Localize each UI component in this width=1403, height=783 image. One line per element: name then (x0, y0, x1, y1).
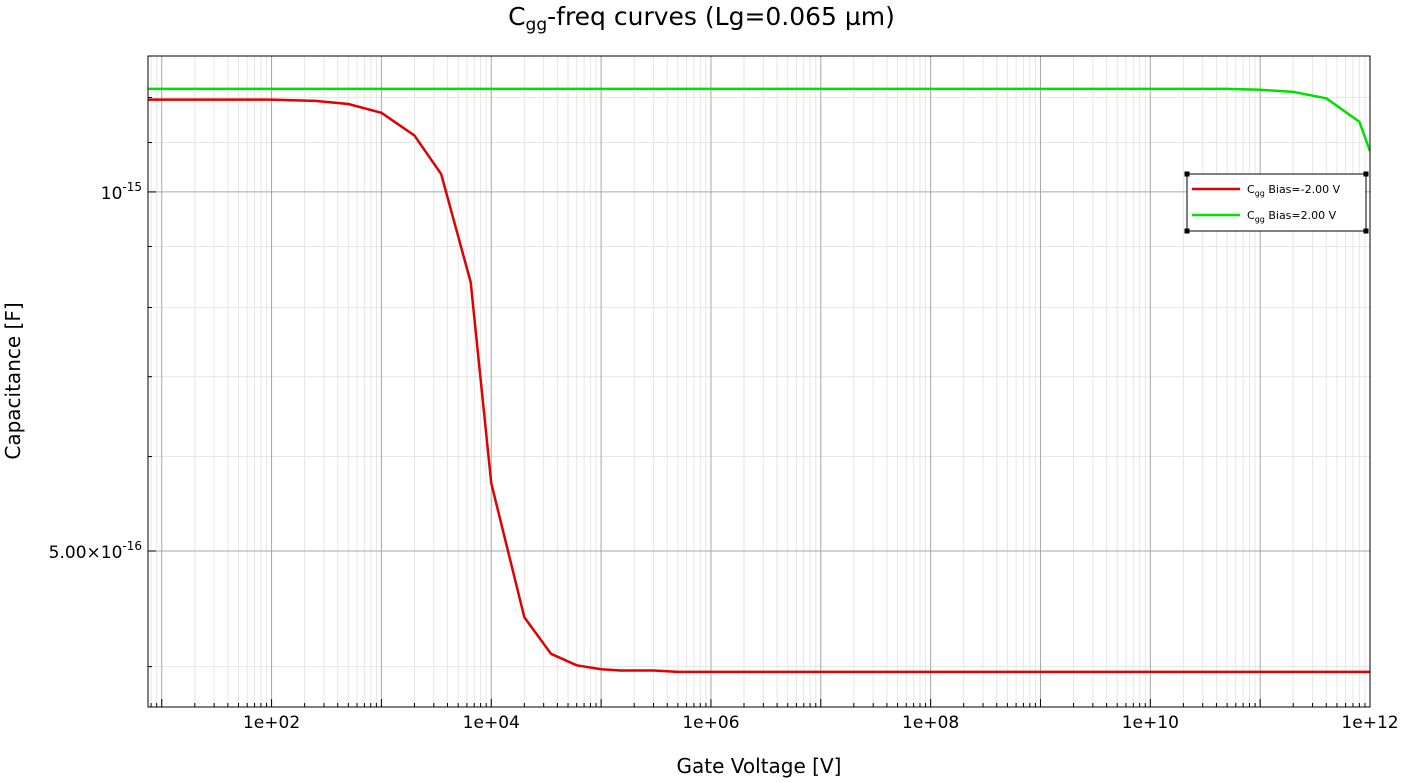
major-grid (148, 56, 1371, 707)
series-line-1 (148, 87, 1370, 152)
y-tick-label-exponent: -16 (122, 539, 142, 553)
x-tick-label: 1e+12 (1341, 713, 1398, 733)
y-axis-label-container: Capacitance [F] (0, 56, 26, 707)
x-tick-label: 1e+08 (902, 713, 959, 733)
series-layer (148, 87, 1370, 674)
y-tick-label: 10-15 (101, 180, 142, 204)
y-tick-label-base: 10 (101, 184, 123, 204)
y-tick-label-base: 5.00×10 (49, 543, 123, 563)
legend-handle (1184, 228, 1190, 234)
x-tick-labels: 1e+02 1e+04 1e+06 1e+08 1e+10 1e+12 (243, 713, 1399, 733)
series-line-0 (148, 98, 1370, 674)
legend-label-rest: Bias=-2.00 V (1265, 183, 1341, 196)
x-tick-label: 1e+06 (682, 713, 739, 733)
legend-label-rest: Bias=2.00 V (1265, 209, 1337, 222)
legend-handle (1363, 171, 1369, 177)
legend-label: Cgg Bias=2.00 V (1247, 209, 1337, 224)
x-axis-label: Gate Voltage [V] (676, 754, 842, 778)
chart-title-subscript: gg (525, 15, 548, 35)
chart-title-main: C (508, 2, 526, 31)
legend-label-subscript: gg (1255, 215, 1265, 224)
legend-label-main: C (1247, 209, 1255, 222)
chart-title-rest: -freq curves (Lg=0.065 µm) (547, 2, 895, 31)
legend-handle (1363, 228, 1369, 234)
y-axis-label: Capacitance [F] (1, 302, 25, 460)
plot-frame (147, 55, 1371, 708)
legend-label-main: C (1247, 183, 1255, 196)
chart-title: Cgg-freq curves (Lg=0.065 µm) (0, 0, 1403, 34)
x-tick-label: 1e+10 (1122, 713, 1179, 733)
y-tick-label-exponent: -15 (122, 180, 142, 194)
x-tick-label: 1e+04 (463, 713, 520, 733)
legend-box (1186, 173, 1367, 232)
axis-ticks (148, 55, 1371, 707)
legend-label-subscript: gg (1255, 189, 1265, 198)
legend-label: Cgg Bias=-2.00 V (1247, 183, 1341, 198)
legend-handle (1184, 171, 1190, 177)
minor-grid (148, 55, 1370, 707)
y-tick-labels: 10-15 5.00×10-16 (49, 180, 142, 563)
y-tick-label: 5.00×10-16 (49, 539, 142, 563)
x-tick-label: 1e+02 (243, 713, 300, 733)
